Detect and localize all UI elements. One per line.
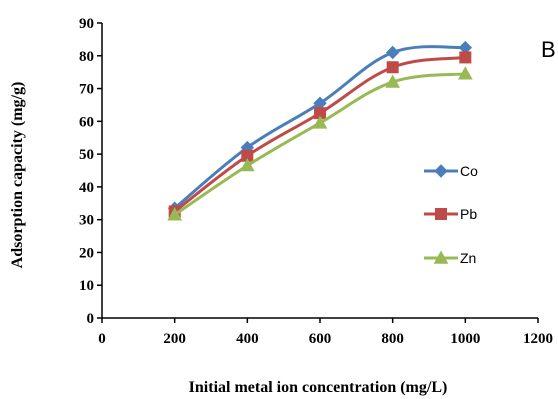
data-point-zn (239, 158, 255, 172)
data-point-pb (459, 51, 472, 64)
legend-item-pb: Pb (424, 206, 477, 222)
legend-marker (434, 164, 448, 178)
x-tick-label: 1000 (450, 331, 480, 347)
y-axis-title: Adsorption capacity (mg/g) (9, 82, 26, 269)
legend-item-zn: Zn (424, 250, 476, 266)
legend-marker (435, 208, 447, 220)
x-tick-label: 800 (381, 331, 404, 347)
y-tick-label: 30 (79, 213, 94, 229)
legend-marker (433, 250, 449, 264)
y-tick-label: 10 (79, 278, 94, 294)
x-tick-label: 1200 (523, 331, 553, 347)
y-tick-label: 0 (87, 311, 95, 327)
x-tick-label: 400 (236, 331, 259, 347)
y-tick-label: 80 (79, 49, 94, 65)
y-tick-label: 40 (79, 180, 94, 196)
y-tick-label: 90 (79, 16, 94, 32)
series-layer (167, 40, 473, 221)
legend: Co Pb Zn (424, 163, 478, 266)
legend-label: Pb (460, 206, 477, 222)
x-tick-label: 0 (98, 331, 106, 347)
legend-label: Zn (460, 250, 476, 266)
data-point-zn (312, 115, 328, 129)
x-ticks: 0 200 400 600 800 1000 1200 (98, 318, 553, 347)
y-tick-label: 50 (79, 147, 94, 163)
legend-label: Co (460, 163, 478, 179)
data-point-co (385, 45, 400, 60)
legend-item-co: Co (424, 163, 478, 179)
data-point-zn (167, 207, 183, 221)
data-point-zn (385, 74, 401, 88)
y-tick-label: 20 (79, 245, 94, 261)
data-point-zn (457, 66, 473, 80)
y-ticks: 0 10 20 30 40 50 60 70 80 90 (79, 16, 102, 327)
series-line-zn (173, 72, 466, 216)
series-line-pb (173, 55, 466, 213)
y-tick-label: 70 (79, 82, 94, 98)
x-axis-title: Initial metal ion concentration (mg/L) (189, 379, 448, 396)
x-tick-label: 600 (309, 331, 332, 347)
x-tick-label: 200 (163, 331, 186, 347)
panel-label: B (541, 37, 556, 62)
data-point-pb (386, 61, 399, 74)
y-tick-label: 60 (79, 114, 94, 130)
series-zn (167, 66, 473, 221)
